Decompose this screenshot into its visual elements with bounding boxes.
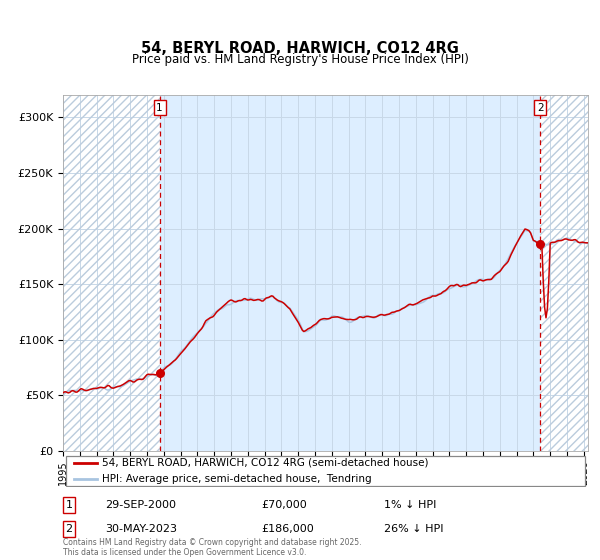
Text: 26% ↓ HPI: 26% ↓ HPI [384,524,443,534]
Text: 29-SEP-2000: 29-SEP-2000 [105,500,176,510]
Text: £70,000: £70,000 [261,500,307,510]
Bar [63,95,160,451]
Bar [63,95,160,451]
Text: 30-MAY-2023: 30-MAY-2023 [105,524,177,534]
Text: 54, BERYL ROAD, HARWICH, CO12 4RG (semi-detached house): 54, BERYL ROAD, HARWICH, CO12 4RG (semi-… [103,458,429,468]
Text: 54, BERYL ROAD, HARWICH, CO12 4RG: 54, BERYL ROAD, HARWICH, CO12 4RG [141,41,459,56]
Text: £186,000: £186,000 [261,524,314,534]
Text: Contains HM Land Registry data © Crown copyright and database right 2025.
This d: Contains HM Land Registry data © Crown c… [63,538,361,557]
Text: 1: 1 [65,500,73,510]
Bar [540,95,588,451]
Text: 1% ↓ HPI: 1% ↓ HPI [384,500,436,510]
Bar [540,95,588,451]
Text: Price paid vs. HM Land Registry's House Price Index (HPI): Price paid vs. HM Land Registry's House … [131,53,469,66]
Text: 1: 1 [156,102,163,113]
Text: 2: 2 [65,524,73,534]
Text: HPI: Average price, semi-detached house,  Tendring: HPI: Average price, semi-detached house,… [103,474,372,484]
FancyBboxPatch shape [65,456,586,486]
Text: 2: 2 [537,102,544,113]
Bar [160,95,540,451]
